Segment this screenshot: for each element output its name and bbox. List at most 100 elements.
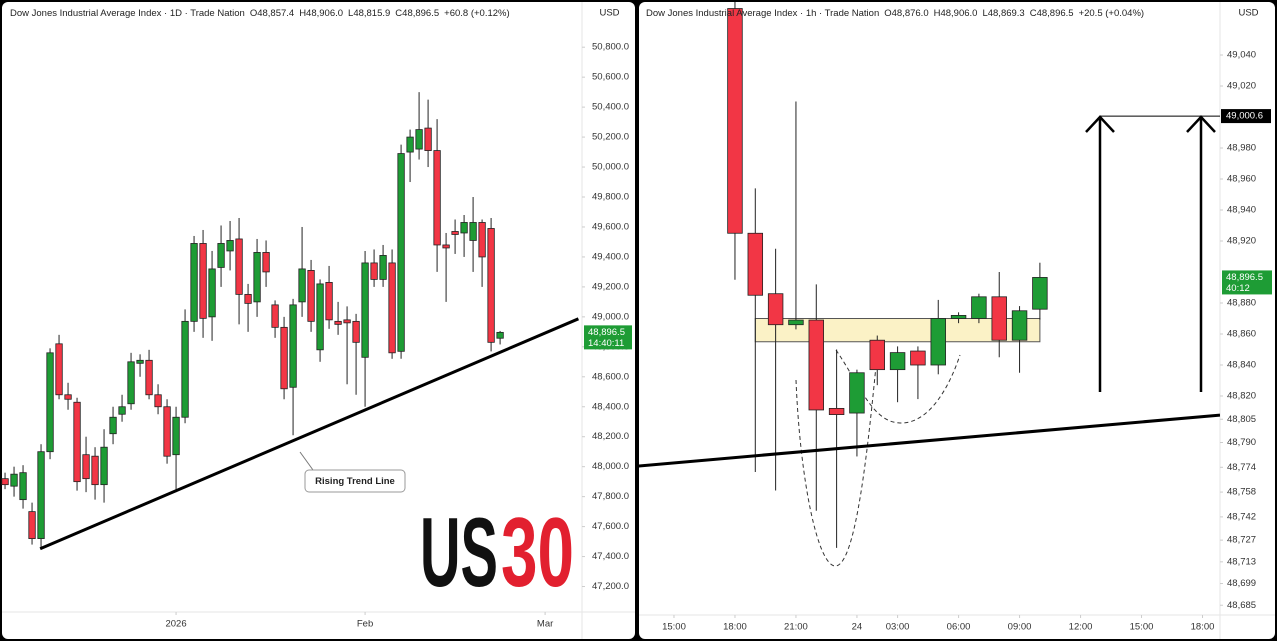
candle-body xyxy=(388,262,396,354)
candle-body xyxy=(82,454,90,480)
candle-body xyxy=(478,222,486,258)
candle-body xyxy=(442,244,450,249)
ohlc-value: O48,857.4 xyxy=(250,8,294,19)
price-label: 48,896.5 xyxy=(1226,272,1263,283)
trend-line xyxy=(39,317,579,551)
ohlc-value: O48,876.0 xyxy=(884,8,928,19)
logo-us: US xyxy=(420,497,498,607)
x-tick-label: Mar xyxy=(537,619,553,630)
ohlc-value: C48,896.5 xyxy=(395,8,439,19)
candle-body xyxy=(451,231,459,235)
y-tick-label: 50,800.0 xyxy=(592,42,629,53)
candle-body xyxy=(145,359,153,396)
candle-body xyxy=(415,129,423,150)
y-tick-label: 48,790 xyxy=(1227,437,1256,448)
target-label: 49,000.6 xyxy=(1226,111,1263,122)
currency: USD xyxy=(1238,8,1258,19)
ohlc-value: L48,869.3 xyxy=(982,8,1024,19)
ohlc-value: C48,896.5 xyxy=(1030,8,1074,19)
y-tick-label: 50,400.0 xyxy=(592,102,629,113)
y-tick-label: 47,200.0 xyxy=(592,581,629,592)
candle-body xyxy=(950,315,967,319)
candle-body xyxy=(767,293,784,326)
candle-body xyxy=(298,268,306,303)
candle-body xyxy=(217,243,225,268)
x-tick-label: 03:00 xyxy=(886,622,910,633)
candle-body xyxy=(930,318,946,366)
arrow-head xyxy=(1186,115,1216,133)
countdown: 40:12 xyxy=(1226,283,1250,294)
candle-body xyxy=(1011,310,1028,341)
price-tag xyxy=(584,325,632,350)
ohlc-value: L48,815.9 xyxy=(348,8,390,19)
x-tick-label: 18:00 xyxy=(723,622,747,633)
x-tick-label: 15:00 xyxy=(1130,622,1154,633)
y-tick-label: 49,800.0 xyxy=(592,192,629,203)
x-tick-label: 21:00 xyxy=(784,622,808,633)
candle-body xyxy=(971,296,987,319)
candle-body xyxy=(109,416,117,435)
candle-body xyxy=(172,416,180,456)
candle-body xyxy=(289,304,297,388)
annotation-text: Rising Trend Line xyxy=(315,476,395,487)
y-tick-label: 48,600.0 xyxy=(592,371,629,382)
candle-body xyxy=(889,352,906,371)
y-tick-label: 48,699 xyxy=(1227,578,1256,589)
candle-body xyxy=(469,222,477,241)
y-tick-label: 47,600.0 xyxy=(592,521,629,532)
y-tick-label: 50,600.0 xyxy=(592,72,629,83)
callout-pointer xyxy=(299,451,314,471)
chart-header: Dow Jones Industrial Average Index · 1D … xyxy=(10,8,510,19)
y-tick-label: 48,400.0 xyxy=(592,401,629,412)
y-tick-label: 49,000.0 xyxy=(592,311,629,322)
change-value: +60.8 (+0.12%) xyxy=(444,8,510,19)
x-tick-label: 06:00 xyxy=(947,622,971,633)
candle-body xyxy=(19,472,27,501)
logo-30: 30 xyxy=(501,497,574,607)
trend-line xyxy=(639,413,1220,468)
y-tick-label: 50,000.0 xyxy=(592,162,629,173)
y-tick-label: 50,200.0 xyxy=(592,132,629,143)
candle-body xyxy=(154,394,162,408)
y-tick-label: 48,980 xyxy=(1227,143,1256,154)
candle-body xyxy=(208,268,216,318)
y-tick-label: 49,600.0 xyxy=(592,221,629,232)
candle-body xyxy=(262,252,270,273)
candle-body xyxy=(496,331,504,339)
candle-body xyxy=(316,283,324,351)
target-tag xyxy=(1221,109,1271,124)
y-tick-label: 48,940 xyxy=(1227,205,1256,216)
y-tick-label: 48,805 xyxy=(1227,414,1256,425)
candle-body xyxy=(397,153,405,352)
candle-body xyxy=(136,359,144,364)
y-tick-label: 48,727 xyxy=(1227,535,1256,546)
plot-area xyxy=(1,92,579,551)
y-tick-label: 48,742 xyxy=(1227,511,1256,522)
chart-title: Dow Jones Industrial Average Index · 1D … xyxy=(10,8,245,19)
candle-body xyxy=(1032,277,1048,310)
candle-body xyxy=(406,136,414,153)
candle-body xyxy=(788,319,804,326)
y-tick-label: 48,920 xyxy=(1227,236,1256,247)
candle-body xyxy=(244,293,252,304)
candle-body xyxy=(163,406,171,457)
plot-area xyxy=(639,2,1220,567)
candle-body xyxy=(271,304,279,328)
candle-body xyxy=(487,228,495,343)
chart-title: Dow Jones Industrial Average Index · 1h … xyxy=(646,8,879,19)
candle-body xyxy=(334,320,342,325)
candle-body xyxy=(46,352,54,453)
candle-body xyxy=(747,232,764,296)
y-tick-label: 48,774 xyxy=(1227,462,1256,473)
candle-body xyxy=(100,446,108,486)
candle-body xyxy=(10,473,18,487)
candle-body xyxy=(991,296,1007,341)
y-tick-label: 49,200.0 xyxy=(592,281,629,292)
candle-body xyxy=(199,243,207,319)
candle-body xyxy=(849,372,865,414)
y-tick-label: 48,758 xyxy=(1227,487,1256,498)
x-tick-label: 24 xyxy=(852,622,863,633)
price-label: 48,896.5 xyxy=(588,327,625,338)
y-tick-label: 49,040 xyxy=(1227,50,1256,61)
candle-body xyxy=(28,511,36,539)
